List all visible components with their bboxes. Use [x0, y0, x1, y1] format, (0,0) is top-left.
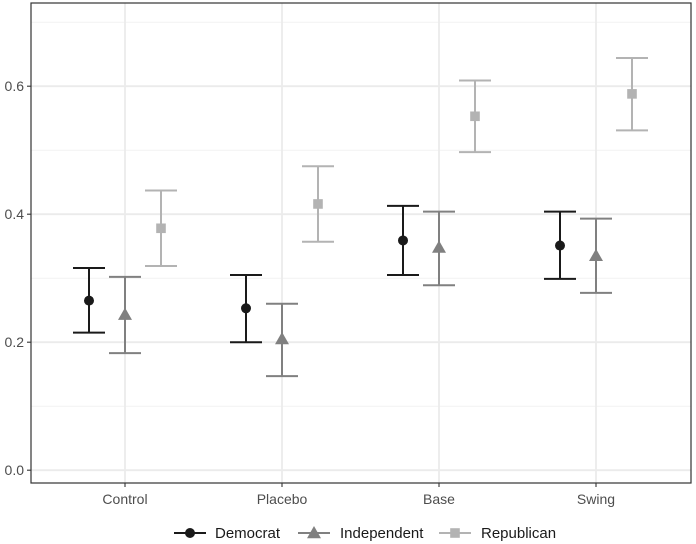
independent-point [275, 332, 289, 345]
independent-point [432, 240, 446, 253]
democrat-point [84, 295, 94, 306]
independent-point [118, 307, 132, 320]
plot-background [31, 3, 691, 483]
republican-point [470, 111, 480, 122]
republican-point [156, 223, 166, 234]
legend-independent-marker [307, 526, 321, 539]
y-tick-label: 0.4 [5, 206, 25, 222]
republican-point [313, 199, 323, 209]
x-tick-label: Swing [577, 491, 615, 507]
x-axis: Control Placebo Base Swing [102, 483, 615, 507]
republican-point [627, 89, 637, 99]
plot-border [30, 2, 692, 484]
x-tick-label: Placebo [257, 491, 308, 507]
legend-republican-marker [450, 528, 460, 538]
x-tick-label: Base [423, 491, 455, 507]
grid-major [31, 3, 691, 483]
y-tick-label: 0.6 [5, 78, 25, 94]
democrat-point [398, 235, 408, 246]
democrat-point [555, 240, 565, 251]
democrat-point [241, 303, 251, 314]
independent-point [589, 248, 603, 262]
legend: Democrat Independent Republican [174, 525, 556, 542]
data-points [84, 89, 637, 345]
legend-democrat-marker [185, 528, 195, 538]
x-tick-label: Control [102, 491, 147, 507]
y-axis: 0.0 0.2 0.4 0.6 [5, 78, 31, 478]
y-tick-label: 0.0 [5, 462, 25, 478]
legend-independent-label: Independent [340, 525, 424, 542]
legend-republican-label: Republican [481, 525, 556, 542]
legend-democrat-label: Democrat [215, 525, 281, 542]
grid-minor [31, 21, 691, 407]
y-tick-label: 0.2 [5, 334, 25, 350]
